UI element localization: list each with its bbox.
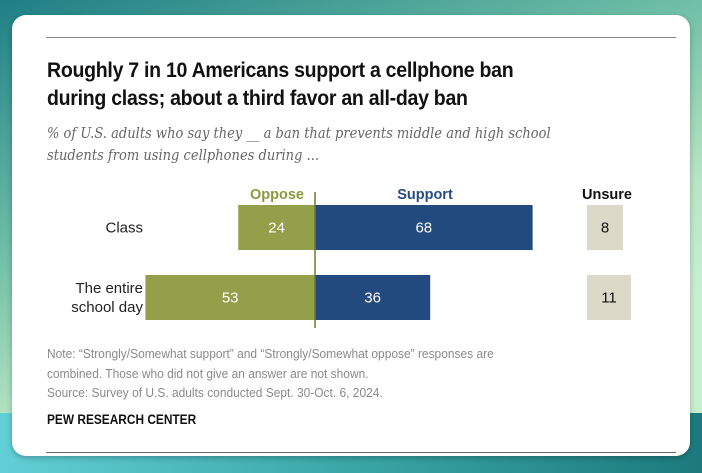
label-oppose-1: 53 (222, 290, 239, 307)
category-label-1-1: school day (71, 299, 143, 316)
box-unsure-0 (587, 205, 623, 250)
label-unsure-1: 11 (601, 290, 617, 307)
category-label-0-0: Class (105, 220, 143, 237)
label-support-0: 68 (415, 220, 432, 237)
title-line-1: Roughly 7 in 10 Americans support a cell… (47, 59, 514, 82)
brand-label: PEW RESEARCH CENTER (47, 412, 197, 427)
note-line-1: Note: “Strongly/Somewhat support” and “S… (47, 346, 494, 361)
legend-oppose: Oppose (250, 187, 304, 203)
label-support-1: 36 (364, 290, 381, 307)
bar-support-0 (315, 205, 533, 250)
subtitle-line-2: students from using cellphones during ..… (47, 148, 320, 164)
legend-unsure: Unsure (582, 187, 632, 203)
legend-support: Support (397, 187, 453, 203)
label-oppose-0: 24 (268, 220, 285, 237)
subtitle-line-1: % of U.S. adults who say they __ a ban t… (47, 126, 551, 142)
box-unsure-1 (587, 275, 631, 320)
title-line-2: during class; about a third favor an all… (47, 87, 468, 110)
chart-notes: Note: “Strongly/Somewhat support” and “S… (47, 344, 627, 403)
note-line-2: combined. Those who did not give an answ… (47, 365, 369, 381)
source-line: Source: Survey of U.S. adults conducted … (47, 385, 383, 400)
category-label-1-0: The entire (75, 280, 143, 297)
bar-oppose-1 (145, 275, 315, 320)
top-rule (46, 37, 676, 38)
chart-title: Roughly 7 in 10 Americans support a cell… (47, 57, 624, 113)
bottom-rule (46, 452, 676, 453)
label-unsure-0: 8 (601, 220, 609, 237)
bar-support-1 (315, 275, 431, 320)
chart-subtitle: % of U.S. adults who say they __ a ban t… (47, 123, 623, 167)
bar-oppose-0 (238, 205, 315, 250)
